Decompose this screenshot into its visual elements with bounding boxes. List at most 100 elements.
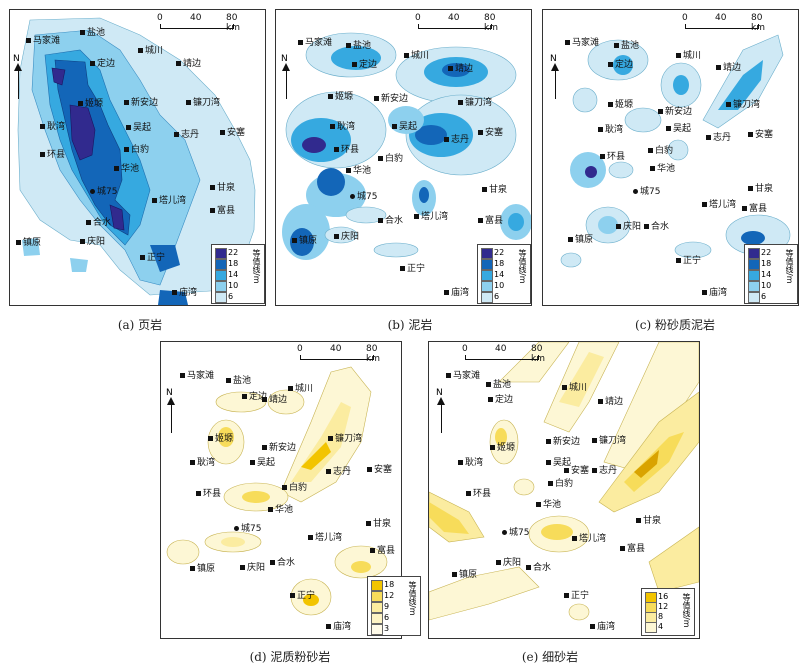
town-marker: 庙湾 [444,288,469,298]
town-square-icon [190,566,195,571]
legend-value: 16 [658,592,669,601]
scale-tick-0: 0 [415,13,421,23]
scale-tick-80: 80 km [531,344,545,364]
town-square-icon [140,255,145,260]
town-label: 吴起 [673,124,692,134]
town-marker: 安塞 [564,466,589,476]
contour-band-9 [218,427,234,447]
town-label: 耿湾 [47,122,66,132]
legend-c: 等值线/m 22 18 14 10 6 [744,244,798,304]
town-label: 环县 [473,489,492,499]
town-square-icon [226,378,231,383]
town-marker: 镇原 [568,235,593,245]
contour-band-14 [673,75,689,95]
town-marker: 姬塬 [490,443,515,453]
town-label: 镰刀湾 [335,434,363,444]
town-square-icon [546,439,551,444]
town-label: 城川 [295,384,314,394]
contour-band-16 [634,450,659,478]
town-marker: 合水 [644,222,669,232]
town-square-icon [565,40,570,45]
town-label: 耿湾 [197,458,216,468]
panel-caption-b: (b) 泥岩 [387,318,433,332]
town-marker: 新安边 [374,94,408,104]
legend-value: 10 [761,281,772,290]
town-label: 定边 [359,60,378,70]
town-marker: 志丹 [592,466,617,476]
town-marker: 马家滩 [298,38,332,48]
town-label: 富县 [217,206,236,216]
town-label: 志丹 [181,130,200,140]
town-label: 安塞 [227,128,246,138]
town-label: 吴起 [257,458,276,468]
town-label: 耿湾 [605,125,624,135]
town-marker: 城川 [288,384,313,394]
town-square-icon [242,394,247,399]
contour-band-22 [51,67,125,231]
north-arrow-b: N [280,54,294,100]
town-label: 靖边 [269,395,288,405]
town-square-icon [564,468,569,473]
town-label: 新安边 [665,107,693,117]
scale-tick-40: 40 [448,13,460,23]
town-label: 正宁 [297,591,316,601]
north-label: N [436,388,443,398]
town-square-icon [458,100,463,105]
town-label: 靖边 [455,64,474,74]
well-marker [90,189,95,194]
scale-tick-80: 80 km [226,13,240,33]
town-marker: 定边 [488,395,513,405]
town-square-icon [444,290,449,295]
town-square-icon [328,94,333,99]
contour-band-4 [513,478,535,496]
town-label: 马家滩 [187,371,215,381]
town-square-icon [658,109,663,114]
town-label: 合水 [533,563,552,573]
town-marker: 安塞 [220,128,245,138]
town-label: 白豹 [289,483,308,493]
town-label: 盐池 [233,376,252,386]
town-marker: 环县 [196,489,221,499]
town-square-icon [742,206,747,211]
town-square-icon [366,521,371,526]
town-square-icon [334,234,339,239]
town-marker: 环县 [334,145,359,155]
town-label: 正宁 [407,264,426,274]
town-label: 盐池 [353,41,372,51]
town-marker: 庆阳 [616,222,641,232]
town-square-icon [590,624,595,629]
town-label: 合水 [385,216,404,226]
town-label: 塔儿湾 [421,212,449,222]
town-square-icon [572,536,577,541]
town-marker: 镰刀湾 [592,436,626,446]
contour-band-10 [22,238,88,272]
legend-value: 3 [384,624,390,633]
town-marker: 吴起 [666,124,691,134]
town-square-icon [488,397,493,402]
town-square-icon [282,485,287,490]
town-square-icon [268,507,273,512]
legend-value: 12 [658,602,669,611]
contour-band-18 [150,245,188,305]
town-marker: 姬塬 [78,99,103,109]
town-marker: 定边 [242,392,267,402]
town-label: 甘泉 [755,184,774,194]
town-label: 白豹 [655,146,674,156]
town-square-icon [648,148,653,153]
town-marker: 城75 [350,192,377,202]
contour-band-18 [419,187,429,203]
scale-tick-0: 0 [157,13,163,23]
town-square-icon [196,491,201,496]
town-label: 塔儿湾 [315,533,343,543]
town-marker: 正宁 [400,264,425,274]
town-label: 华池 [657,164,676,174]
legend-value: 14 [494,270,505,279]
contour-band-10 [324,226,358,244]
town-square-icon [292,238,297,243]
town-marker: 合水 [86,218,111,228]
legend-value: 18 [228,259,239,268]
town-marker: 志丹 [174,130,199,140]
legend-value: 22 [761,248,772,257]
town-marker: 城川 [404,51,429,61]
town-label: 姬塬 [335,92,354,102]
